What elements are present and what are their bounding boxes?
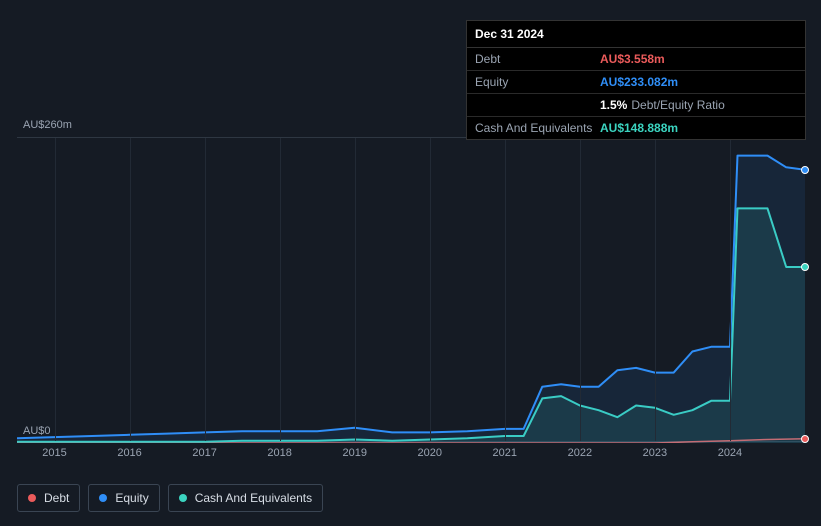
legend-label: Equity <box>115 491 148 505</box>
legend-item[interactable]: Debt <box>17 484 80 512</box>
legend: Debt Equity Cash And Equivalents <box>17 484 323 512</box>
legend-item[interactable]: Cash And Equivalents <box>168 484 323 512</box>
legend-dot-icon <box>99 494 107 502</box>
x-tick: 2023 <box>643 447 667 459</box>
x-axis: 2015 2016 2017 2018 2019 2020 2021 2022 2023 2024 <box>17 447 805 467</box>
x-tick: 2024 <box>718 447 742 459</box>
tooltip-date: Dec 31 2024 <box>467 21 805 48</box>
tooltip-label: Debt <box>475 52 600 66</box>
legend-dot-icon <box>179 494 187 502</box>
tooltip-row: EquityAU$233.082m <box>467 71 805 94</box>
gridline <box>430 138 431 441</box>
tooltip-row: Cash And EquivalentsAU$148.888m <box>467 117 805 139</box>
tooltip-label: Cash And Equivalents <box>475 121 600 135</box>
legend-item[interactable]: Equity <box>88 484 159 512</box>
x-tick: 2016 <box>117 447 141 459</box>
plot-area[interactable] <box>17 137 805 442</box>
tooltip-label <box>475 98 600 112</box>
legend-label: Debt <box>44 491 69 505</box>
tooltip-value: AU$233.082m <box>600 75 678 89</box>
series-fill <box>17 156 805 443</box>
x-tick: 2018 <box>267 447 291 459</box>
chart-svg <box>17 138 805 443</box>
gridline <box>580 138 581 441</box>
x-tick: 2021 <box>493 447 517 459</box>
tooltip-ratio-text: Debt/Equity Ratio <box>631 98 724 112</box>
x-tick: 2019 <box>342 447 366 459</box>
tooltip-row: 1.5% Debt/Equity Ratio <box>467 94 805 117</box>
series-end-dot <box>801 435 809 443</box>
y-axis-min: AU$0 <box>23 425 51 437</box>
gridline <box>280 138 281 441</box>
y-axis-max: AU$260m <box>23 119 72 131</box>
tooltip-value: AU$148.888m <box>600 121 678 135</box>
tooltip-ratio-pct: 1.5% <box>600 98 627 112</box>
gridline <box>55 138 56 441</box>
gridline <box>730 138 731 441</box>
tooltip-value: AU$3.558m <box>600 52 665 66</box>
gridline <box>130 138 131 441</box>
x-tick: 2015 <box>42 447 66 459</box>
chart-tooltip: Dec 31 2024 DebtAU$3.558mEquityAU$233.08… <box>466 20 806 140</box>
series-end-dot <box>801 263 809 271</box>
gridline <box>355 138 356 441</box>
x-tick: 2017 <box>192 447 216 459</box>
gridline <box>655 138 656 441</box>
x-tick: 2022 <box>568 447 592 459</box>
gridline <box>205 138 206 441</box>
series-end-dot <box>801 166 809 174</box>
gridline <box>505 138 506 441</box>
tooltip-row: DebtAU$3.558m <box>467 48 805 71</box>
tooltip-label: Equity <box>475 75 600 89</box>
x-tick: 2020 <box>418 447 442 459</box>
legend-dot-icon <box>28 494 36 502</box>
legend-label: Cash And Equivalents <box>195 491 312 505</box>
